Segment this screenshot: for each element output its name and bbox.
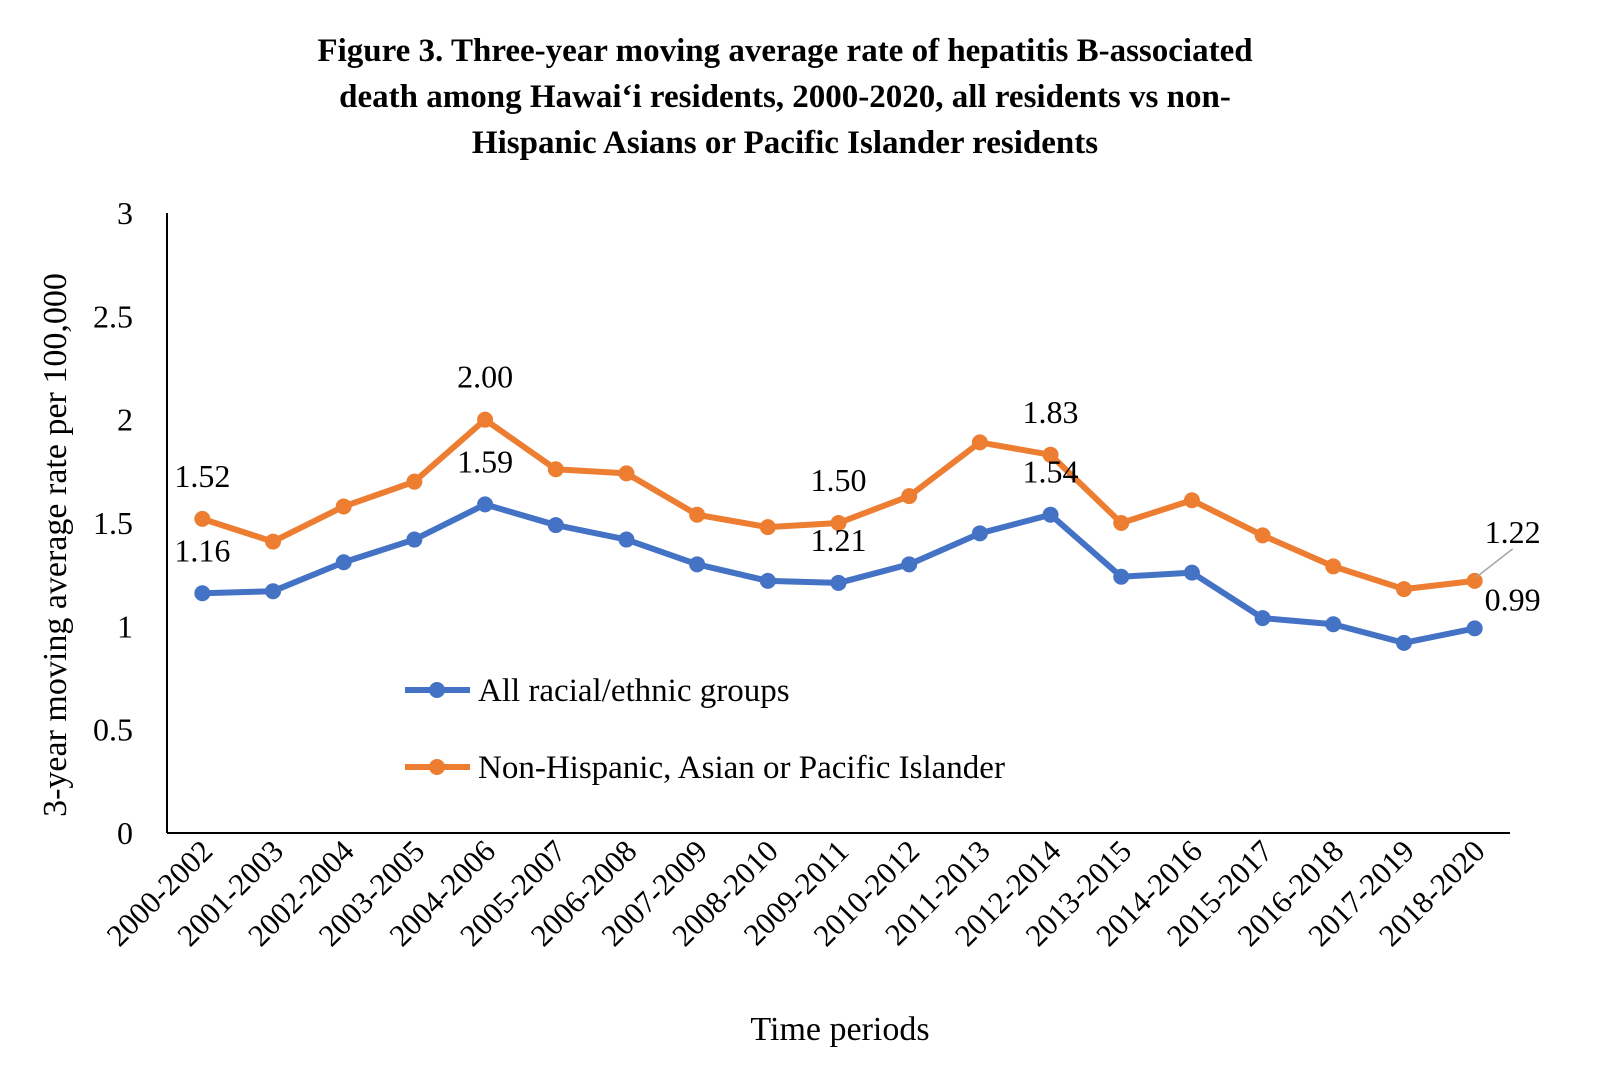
data-label: 1.16 xyxy=(174,532,230,568)
data-point xyxy=(477,411,494,428)
y-tick-label: 1 xyxy=(117,608,133,644)
data-point xyxy=(335,554,352,571)
title-line: Figure 3. Three-year moving average rate… xyxy=(317,33,1253,69)
data-point xyxy=(1395,581,1412,598)
data-point xyxy=(265,533,282,550)
data-point xyxy=(1395,634,1412,651)
data-label: 1.22 xyxy=(1485,514,1541,550)
data-point xyxy=(265,583,282,600)
data-point xyxy=(547,461,564,478)
data-point xyxy=(1113,515,1130,531)
title-line: death among Hawai‘i residents, 2000-2020… xyxy=(339,79,1231,115)
data-label: 1.83 xyxy=(1023,394,1079,430)
data-point xyxy=(1254,610,1271,627)
data-point xyxy=(406,473,423,490)
data-point xyxy=(689,556,706,573)
data-point xyxy=(830,574,847,591)
data-label: 1.50 xyxy=(811,462,867,498)
chart-title: Figure 3. Three-year moving average rate… xyxy=(0,28,1570,166)
x-axis-label: Time periods xyxy=(750,1011,929,1048)
data-point xyxy=(759,572,776,589)
y-tick-label: 3 xyxy=(117,195,133,231)
data-point xyxy=(335,498,352,515)
legend-label: Non-Hispanic, Asian or Pacific Islander xyxy=(478,750,1005,786)
y-tick-label: 0 xyxy=(117,815,133,851)
data-point xyxy=(1466,572,1483,589)
legend-label: All racial/ethnic groups xyxy=(478,673,790,709)
data-label: 1.21 xyxy=(811,522,867,558)
data-point xyxy=(901,556,918,573)
data-point xyxy=(618,531,635,548)
data-label: 1.54 xyxy=(1023,454,1079,490)
y-tick-label: 2.5 xyxy=(93,298,133,334)
data-point xyxy=(1042,506,1059,523)
data-point xyxy=(971,525,988,542)
data-point xyxy=(1113,568,1130,585)
data-label: 0.99 xyxy=(1485,581,1541,617)
data-point xyxy=(1325,558,1342,575)
data-point xyxy=(1254,527,1271,544)
data-point xyxy=(830,515,847,531)
title-line: Hispanic Asians or Pacific Islander resi… xyxy=(471,125,1099,161)
data-point xyxy=(689,506,706,523)
data-point xyxy=(1183,564,1200,581)
data-point xyxy=(901,488,918,505)
data-point xyxy=(547,517,564,534)
data-point xyxy=(406,531,423,548)
y-axis-label: 3-year moving average rate per 100,000 xyxy=(37,273,74,817)
data-point xyxy=(477,496,494,513)
data-label: 1.52 xyxy=(174,458,230,494)
data-point xyxy=(1042,446,1059,463)
y-tick-label: 0.5 xyxy=(93,712,133,748)
leader-line xyxy=(1476,548,1514,578)
data-label: 1.59 xyxy=(457,443,513,479)
data-label: 2.00 xyxy=(457,359,513,395)
data-point xyxy=(618,465,635,482)
legend-marker xyxy=(429,759,445,775)
data-point xyxy=(1466,620,1483,637)
series-line xyxy=(201,416,1476,593)
y-tick-label: 2 xyxy=(117,402,133,438)
data-point xyxy=(759,519,776,536)
y-tick-label: 1.5 xyxy=(93,505,133,541)
data-point xyxy=(1325,616,1342,633)
data-point xyxy=(194,585,211,602)
data-point xyxy=(1183,492,1200,509)
data-point xyxy=(194,510,211,527)
data-point xyxy=(971,434,988,451)
legend-marker xyxy=(429,682,445,698)
